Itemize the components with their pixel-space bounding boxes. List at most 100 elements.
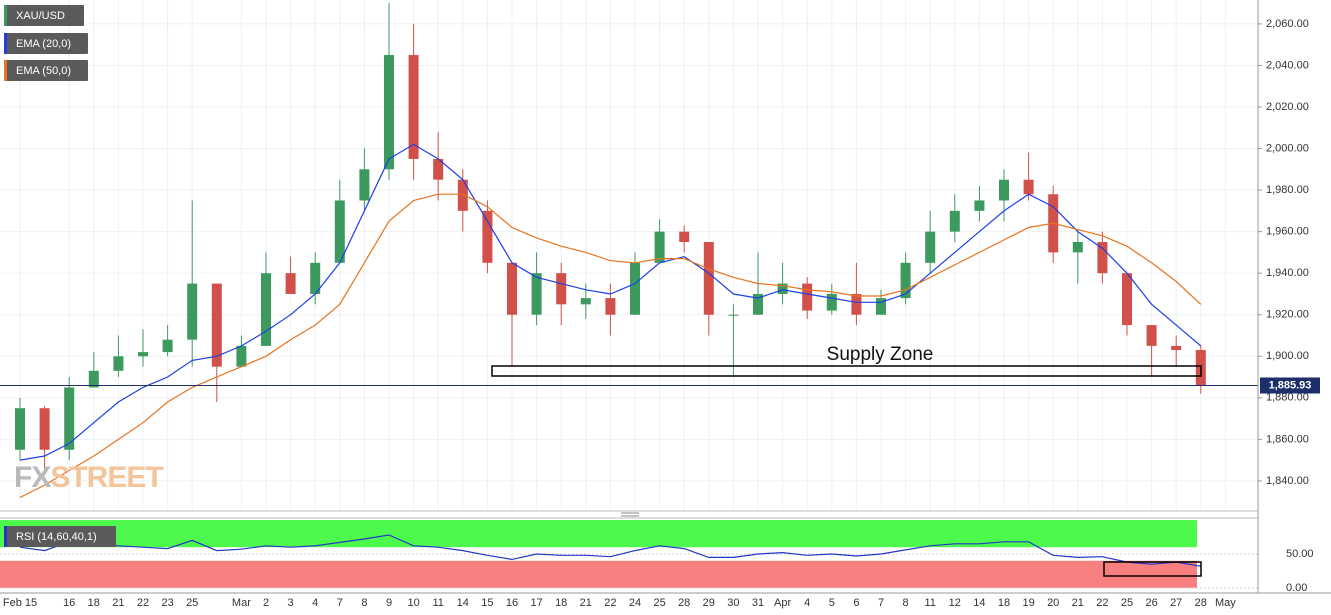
x-tick-label: 7	[878, 597, 884, 609]
x-tick-label: 25	[653, 597, 665, 609]
overlay-layer: 1,840.00 1,860.00 1,880.00 1,900.00 1,920.00…	[3, 5, 1320, 609]
candle-body	[728, 314, 739, 316]
candle-body	[64, 387, 75, 450]
candle-body	[236, 345, 247, 367]
candle-body	[39, 408, 50, 450]
watermark-street: STREET	[50, 461, 163, 494]
rsi-line	[19, 534, 1201, 567]
x-tick-label: 27	[1170, 597, 1182, 609]
y-tick-label: 1,840.00	[1266, 475, 1309, 487]
legend-swatch	[4, 526, 7, 547]
x-tick-label: 28	[1195, 597, 1207, 609]
x-tick-label: 21	[580, 597, 592, 609]
ema-line	[19, 193, 1202, 499]
candle-body	[1146, 325, 1157, 346]
x-tick-label: Apr	[774, 597, 791, 609]
x-tick-label: 15	[481, 597, 493, 609]
y-tick-label: 1,860.00	[1266, 433, 1309, 445]
legend-box	[4, 526, 116, 547]
x-tick-label: 22	[604, 597, 616, 609]
x-tick-label: 8	[903, 597, 909, 609]
x-tick-label: 24	[629, 597, 641, 609]
x-tick-label: 25	[186, 597, 198, 609]
y-tick-label: 1,920.00	[1266, 309, 1309, 321]
candle-body	[88, 370, 99, 388]
candle-body	[531, 273, 542, 315]
pane-splitter	[621, 512, 639, 517]
legend-label: EMA (20,0)	[16, 38, 71, 50]
candle-body	[261, 273, 271, 346]
candle-body	[703, 242, 714, 315]
candle-body	[162, 339, 173, 353]
x-tick-label: 16	[63, 597, 75, 609]
x-tick-label: 11	[432, 597, 443, 609]
candle-body	[580, 298, 591, 305]
candle-body	[1023, 179, 1034, 195]
candle-body	[753, 293, 763, 315]
y-tick-label: 1,900.00	[1266, 350, 1309, 362]
x-tick-label: 21	[1072, 597, 1084, 609]
candle-body	[1072, 242, 1083, 253]
x-tick-label: 29	[703, 597, 715, 609]
candle-body	[1097, 242, 1108, 274]
supply-zone-box	[491, 365, 1202, 377]
x-tick-label: 31	[752, 597, 764, 609]
x-tick-label: May	[1215, 597, 1236, 609]
candle-body	[310, 262, 321, 294]
legend-box	[4, 60, 88, 81]
legend-box	[4, 33, 88, 54]
candle-body	[482, 210, 493, 263]
x-tick-label: 8	[361, 597, 367, 609]
x-tick-label: 25	[1121, 597, 1133, 609]
rsi-band	[0, 520, 1197, 548]
candle-body	[1122, 273, 1132, 326]
x-tick-label: 22	[1096, 597, 1108, 609]
x-tick-label: 5	[829, 597, 835, 609]
legend-label: RSI (14,60,40,1)	[16, 531, 97, 543]
legend-label: EMA (50,0)	[16, 65, 71, 77]
candle-body	[507, 262, 517, 315]
x-tick-label: 21	[112, 597, 124, 609]
candle-body	[285, 273, 296, 294]
candle-body	[408, 55, 419, 159]
x-tick-label: 6	[853, 597, 859, 609]
legend-box	[4, 5, 84, 26]
legend: XAU/USD EMA (20,0) EMA (50,0) RSI (14,60,40…	[4, 5, 116, 547]
y-tick-label: 1,880.00	[1266, 392, 1309, 404]
x-tick-label: 9	[386, 597, 392, 609]
x-tick-label: 22	[137, 597, 149, 609]
y-tick-label: 2,020.00	[1266, 101, 1309, 113]
x-tick-label: 14	[973, 597, 985, 609]
rsi-band	[0, 560, 1197, 588]
candle-body	[925, 231, 936, 263]
candle-body	[876, 298, 886, 315]
legend-swatch	[4, 33, 7, 54]
candle-body	[851, 293, 862, 315]
x-tick-label: 11	[924, 597, 935, 609]
candle-body	[113, 356, 124, 371]
candle-body	[15, 408, 25, 450]
candle-body	[999, 179, 1009, 201]
candle-body	[802, 283, 813, 311]
candle-body	[949, 210, 960, 232]
legend-swatch	[4, 60, 7, 81]
x-tick-label: 18	[555, 597, 567, 609]
candle-body	[654, 231, 665, 263]
candle-body	[630, 262, 640, 315]
candle-body	[359, 169, 370, 201]
candle-body	[334, 200, 345, 263]
x-tick-label: 14	[457, 597, 469, 609]
legend-label: XAU/USD	[16, 10, 65, 22]
rsi-box	[1103, 561, 1202, 577]
x-tick-label: 3	[288, 597, 294, 609]
y-tick-label: 50.00	[1286, 548, 1314, 560]
x-tick-label: 23	[161, 597, 173, 609]
x-tick-label: 26	[1145, 597, 1157, 609]
y-tick-label: 1,960.00	[1266, 226, 1309, 238]
y-tick-label: 2,060.00	[1266, 18, 1309, 30]
y-tick-label: 1,980.00	[1266, 184, 1309, 196]
x-tick-label: 18	[998, 597, 1010, 609]
x-tick-label: 17	[530, 597, 542, 609]
